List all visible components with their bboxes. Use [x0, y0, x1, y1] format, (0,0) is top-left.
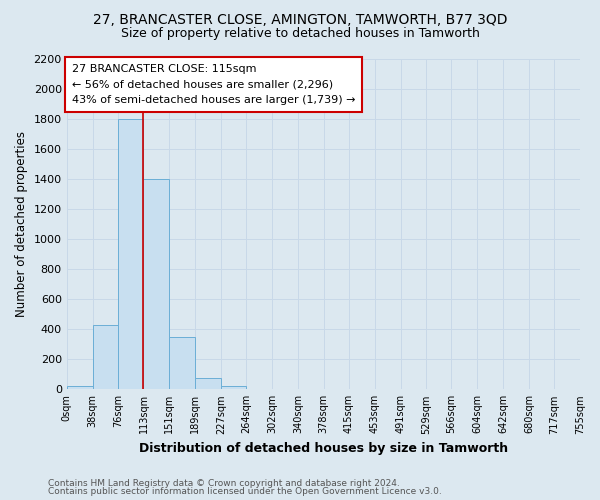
Bar: [67, 386, 92, 390]
Bar: [118, 119, 143, 390]
Text: 27, BRANCASTER CLOSE, AMINGTON, TAMWORTH, B77 3QD: 27, BRANCASTER CLOSE, AMINGTON, TAMWORTH…: [93, 12, 507, 26]
Text: Contains public sector information licensed under the Open Government Licence v3: Contains public sector information licen…: [48, 487, 442, 496]
Bar: [195, 378, 221, 390]
Bar: [169, 337, 195, 390]
X-axis label: Distribution of detached houses by size in Tamworth: Distribution of detached houses by size …: [139, 442, 508, 455]
Y-axis label: Number of detached properties: Number of detached properties: [15, 131, 28, 317]
Text: 27 BRANCASTER CLOSE: 115sqm
← 56% of detached houses are smaller (2,296)
43% of : 27 BRANCASTER CLOSE: 115sqm ← 56% of det…: [72, 64, 355, 105]
Bar: [143, 179, 169, 390]
Bar: [92, 324, 118, 390]
Bar: [221, 386, 246, 390]
Text: Contains HM Land Registry data © Crown copyright and database right 2024.: Contains HM Land Registry data © Crown c…: [48, 478, 400, 488]
Text: Size of property relative to detached houses in Tamworth: Size of property relative to detached ho…: [121, 28, 479, 40]
